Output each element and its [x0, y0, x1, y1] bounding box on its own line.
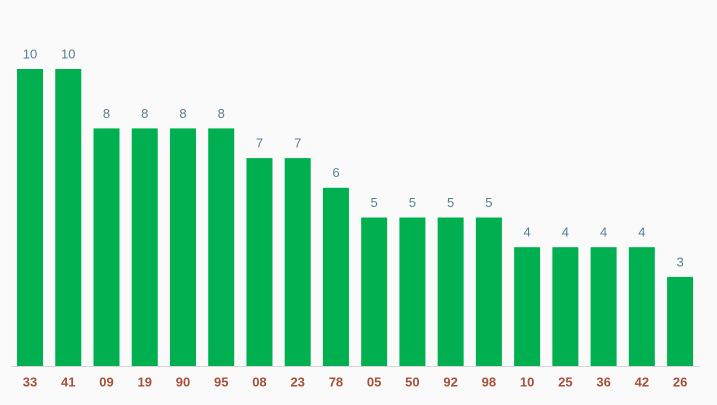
bar — [55, 69, 82, 366]
bar — [93, 128, 120, 366]
bar — [208, 128, 235, 366]
value-label: 3 — [676, 254, 683, 269]
x-tick-label: 09 — [99, 374, 113, 389]
bar — [284, 158, 311, 366]
x-tick-label: 05 — [367, 374, 381, 389]
bar — [131, 128, 158, 366]
bar — [590, 247, 617, 366]
bar — [169, 128, 196, 366]
value-label: 4 — [562, 225, 569, 240]
value-label: 8 — [179, 106, 186, 121]
value-label: 4 — [638, 225, 645, 240]
bar — [17, 69, 44, 366]
value-label: 5 — [409, 195, 416, 210]
x-tick-label: 42 — [635, 374, 649, 389]
bar — [399, 217, 426, 366]
value-label: 5 — [371, 195, 378, 210]
value-label: 8 — [141, 106, 148, 121]
x-tick-label: 19 — [138, 374, 152, 389]
x-tick-label: 92 — [443, 374, 457, 389]
value-label: 4 — [524, 225, 531, 240]
value-label: 10 — [23, 46, 37, 61]
value-label: 8 — [103, 106, 110, 121]
bar — [361, 217, 388, 366]
x-tick-label: 08 — [252, 374, 266, 389]
x-tick-label: 90 — [176, 374, 190, 389]
bar — [322, 187, 349, 366]
value-label: 8 — [218, 106, 225, 121]
x-tick-label: 78 — [329, 374, 343, 389]
x-tick-label: 50 — [405, 374, 419, 389]
x-tick-label: 95 — [214, 374, 228, 389]
x-tick-label: 33 — [23, 374, 37, 389]
bar — [628, 247, 655, 366]
value-label: 5 — [447, 195, 454, 210]
bar — [475, 217, 502, 366]
bar — [667, 276, 694, 366]
x-tick-label: 36 — [596, 374, 610, 389]
bar — [514, 247, 541, 366]
value-label: 6 — [332, 165, 339, 180]
x-tick-label: 26 — [673, 374, 687, 389]
x-tick-label: 23 — [290, 374, 304, 389]
bar — [437, 217, 464, 366]
x-tick-label: 98 — [482, 374, 496, 389]
value-label: 4 — [600, 225, 607, 240]
value-label: 7 — [256, 136, 263, 151]
bar — [552, 247, 579, 366]
value-label: 10 — [61, 46, 75, 61]
value-label: 5 — [485, 195, 492, 210]
x-tick-label: 25 — [558, 374, 572, 389]
value-label: 7 — [294, 136, 301, 151]
bar — [246, 158, 273, 366]
x-tick-label: 41 — [61, 374, 75, 389]
x-tick-label: 10 — [520, 374, 534, 389]
